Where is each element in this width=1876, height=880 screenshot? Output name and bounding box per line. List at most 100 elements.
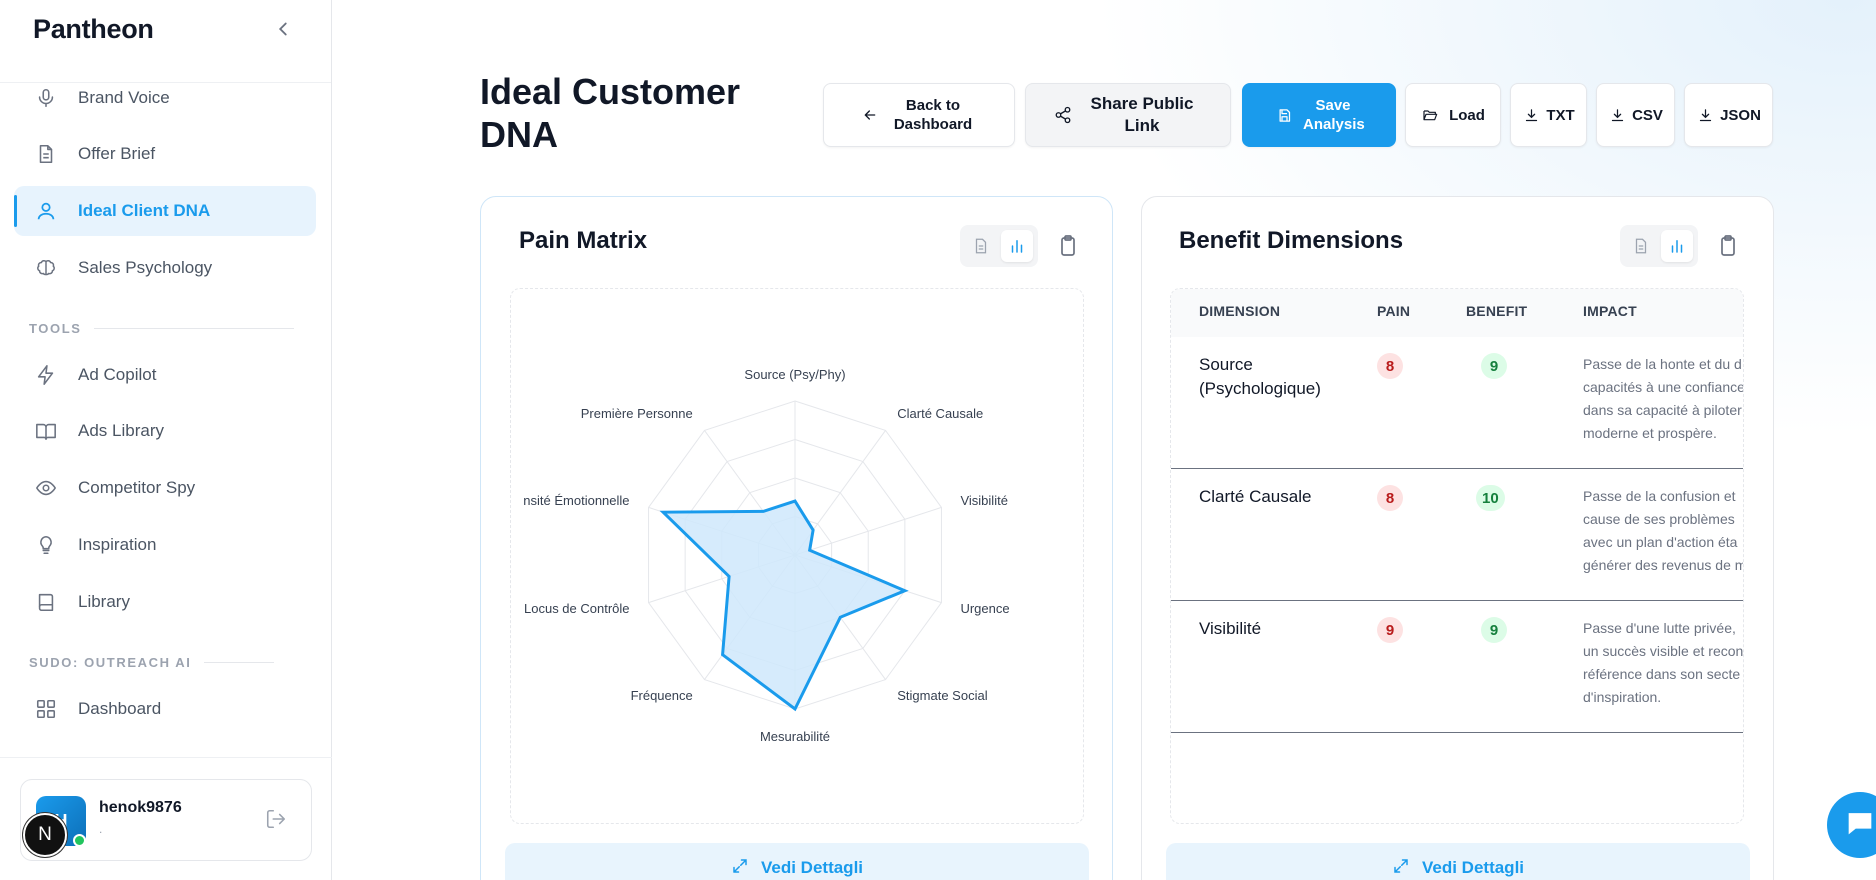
user-subtitle: . (99, 822, 103, 836)
lightning-icon (34, 363, 58, 387)
view-toggle (960, 225, 1038, 267)
logout-icon[interactable] (265, 808, 287, 830)
benefit-score-badge: 10 (1476, 485, 1505, 511)
dimension-cell: Visibilité (1199, 619, 1262, 638)
text-view-icon[interactable] (965, 230, 997, 262)
view-details-button[interactable]: Vedi Dettagli (505, 843, 1089, 880)
sidebar: Pantheon Brand Voice Offer Brief Ideal C… (0, 0, 332, 880)
impact-line: moderne et prospère. (1583, 425, 1717, 441)
load-button[interactable]: Load (1405, 83, 1501, 147)
impact-cell: Passe de la confusion et cause de ses pr… (1583, 485, 1744, 577)
sidebar-item-label: Ad Copilot (78, 365, 157, 384)
view-details-button[interactable]: Vedi Dettagli (1166, 843, 1750, 880)
impact-line: générer des revenus de m (1583, 557, 1744, 573)
download-csv-button[interactable]: CSV (1596, 83, 1675, 147)
sidebar-item-dashboard[interactable]: Dashboard (14, 684, 316, 734)
txt-button-label: TXT (1546, 106, 1575, 124)
sidebar-item-label: Sales Psychology (78, 258, 213, 277)
impact-cell: Passe de la honte et du d capacités à un… (1583, 353, 1743, 445)
section-label-text: TOOLS (29, 321, 82, 336)
impact-line: Passe de la confusion et (1583, 488, 1736, 504)
impact-line: d'inspiration. (1583, 689, 1662, 705)
sidebar-item-ideal-client-dna[interactable]: Ideal Client DNA (14, 186, 316, 236)
user-card[interactable]: H henok9876 . (20, 779, 312, 861)
save-icon (1275, 106, 1293, 124)
pain-score-badge: 9 (1377, 617, 1403, 643)
pain-score-badge: 8 (1377, 353, 1403, 379)
load-button-label: Load (1449, 106, 1485, 124)
sidebar-header: Pantheon (0, 0, 331, 83)
benefit-score-badge: 9 (1481, 617, 1507, 643)
sidebar-item-label: Inspiration (78, 535, 157, 554)
sidebar-item-offer-brief[interactable]: Offer Brief (14, 129, 316, 179)
radar-axis-label: Visibilité (960, 493, 1007, 508)
dimension-cell: Source (Psychologique) (1199, 355, 1321, 398)
folder-open-icon (1421, 106, 1439, 124)
back-to-dashboard-button[interactable]: Back to Dashboard (823, 83, 1015, 147)
lightbulb-icon (34, 533, 58, 557)
page-title: Ideal Customer DNA (480, 71, 741, 155)
expand-icon (731, 857, 749, 880)
divider (93, 328, 294, 329)
radar-axis-line (794, 506, 942, 556)
microphone-icon (34, 86, 58, 110)
share-button-label: Share Public Link (1090, 94, 1194, 135)
download-icon (1522, 106, 1540, 124)
radar-chart: Source (Psy/Phy) Clarté Causale Visibilité… (523, 367, 1009, 744)
n-badge[interactable]: N (23, 813, 67, 857)
brand-logo[interactable]: Pantheon (33, 14, 154, 44)
sidebar-item-label: Offer Brief (78, 144, 156, 163)
download-icon (1696, 106, 1714, 124)
radar-axis-label: Clarté Causale (897, 406, 983, 421)
chart-view-icon[interactable] (1661, 230, 1693, 262)
share-public-link-button[interactable]: Share Public Link (1025, 83, 1231, 147)
section-label-tools: TOOLS (29, 321, 294, 336)
document-icon (34, 142, 58, 166)
sidebar-item-library[interactable]: Library (14, 577, 316, 627)
save-button-label: Save Analysis (1303, 97, 1365, 133)
back-button-label: Back to Dashboard (893, 97, 973, 133)
sidebar-item-label: Ideal Client DNA (78, 201, 211, 220)
view-toggle (1620, 225, 1698, 267)
download-txt-button[interactable]: TXT (1510, 83, 1587, 147)
chat-bubble-icon (1843, 806, 1876, 845)
main-content: Ideal Customer DNA Back to Dashboard Sha… (333, 0, 1876, 880)
radar-axis-label: Mesurabilité (760, 729, 830, 744)
chevron-left-icon[interactable] (272, 18, 294, 40)
benefit-dimensions-card: Benefit Dimensions DIMENSION PAIN BENEFI… (1141, 196, 1774, 880)
radar-axis-label: Fréquence (631, 688, 693, 703)
card-title: Benefit Dimensions (1179, 227, 1404, 254)
table-row: Source (Psychologique) 8 9 Passe de la h… (1171, 337, 1743, 469)
impact-line: un succès visible et recon (1583, 643, 1744, 659)
csv-button-label: CSV (1632, 106, 1663, 124)
pain-matrix-card: Pain Matrix Source (Psy/Phy) Clarté Causa… (480, 196, 1113, 880)
clipboard-icon[interactable] (1056, 234, 1080, 258)
expand-icon (1392, 857, 1410, 880)
arrow-left-icon (861, 106, 879, 124)
sidebar-item-ads-library[interactable]: Ads Library (14, 406, 316, 456)
column-header: IMPACT (1583, 303, 1637, 319)
column-header: DIMENSION (1199, 303, 1281, 319)
chat-button[interactable] (1827, 792, 1876, 858)
sidebar-item-label: Library (78, 592, 130, 611)
book-open-icon (34, 419, 58, 443)
online-status-dot (73, 834, 86, 847)
sidebar-item-brand-voice[interactable]: Brand Voice (14, 73, 316, 123)
column-header: PAIN (1377, 303, 1411, 319)
sidebar-item-ad-copilot[interactable]: Ad Copilot (14, 350, 316, 400)
column-header: BENEFIT (1466, 303, 1528, 319)
card-title: Pain Matrix (519, 227, 648, 254)
save-analysis-button[interactable]: Save Analysis (1242, 83, 1396, 147)
sidebar-item-inspiration[interactable]: Inspiration (14, 520, 316, 570)
sidebar-item-competitor-spy[interactable]: Competitor Spy (14, 463, 316, 513)
clipboard-icon[interactable] (1716, 234, 1740, 258)
download-json-button[interactable]: JSON (1684, 83, 1773, 147)
impact-cell: Passe d'une lutte privée, un succès visi… (1583, 617, 1744, 709)
chart-view-icon[interactable] (1001, 230, 1033, 262)
radar-chart-container: Source (Psy/Phy) Clarté Causale Visibilité… (510, 288, 1084, 824)
details-label: Vedi Dettagli (760, 858, 864, 877)
text-view-icon[interactable] (1625, 230, 1657, 262)
sidebar-item-label: Competitor Spy (78, 478, 196, 497)
sidebar-item-sales-psychology[interactable]: Sales Psychology (14, 243, 316, 293)
share-icon (1054, 106, 1072, 124)
